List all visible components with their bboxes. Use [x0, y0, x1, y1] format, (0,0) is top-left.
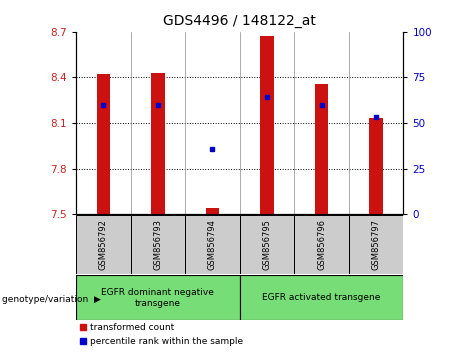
Bar: [369, 119, 383, 214]
Bar: [240, 275, 403, 320]
Text: EGFR dominant negative
transgene: EGFR dominant negative transgene: [101, 288, 214, 308]
Text: genotype/variation  ▶: genotype/variation ▶: [2, 295, 101, 304]
Bar: [260, 36, 274, 214]
Bar: [294, 215, 349, 274]
Text: GSM856795: GSM856795: [262, 219, 272, 270]
Bar: [185, 215, 240, 274]
Bar: [130, 215, 185, 274]
Text: GSM856797: GSM856797: [372, 219, 381, 270]
Text: GSM856793: GSM856793: [154, 219, 162, 270]
Text: GSM856796: GSM856796: [317, 219, 326, 270]
Text: GSM856792: GSM856792: [99, 219, 108, 270]
Text: EGFR activated transgene: EGFR activated transgene: [262, 293, 381, 302]
Bar: [315, 84, 328, 214]
Text: GSM856794: GSM856794: [208, 219, 217, 270]
Legend: transformed count, percentile rank within the sample: transformed count, percentile rank withi…: [76, 320, 247, 349]
Bar: [206, 208, 219, 214]
Bar: [151, 73, 165, 214]
Bar: [240, 215, 294, 274]
Bar: [76, 275, 240, 320]
Bar: [76, 215, 130, 274]
Bar: [96, 74, 110, 214]
Title: GDS4496 / 148122_at: GDS4496 / 148122_at: [163, 14, 316, 28]
Bar: [349, 215, 403, 274]
